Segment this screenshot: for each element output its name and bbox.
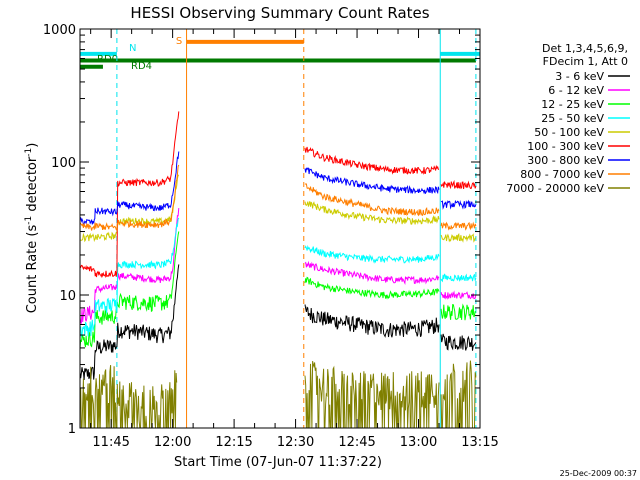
series-line (440, 360, 477, 429)
legend-label: 50 - 100 keV (534, 126, 604, 139)
y-axis-label: Count Rate (s-1 detector-1) (24, 143, 40, 314)
series-line (79, 111, 180, 279)
x-tick-label: 11:45 (92, 435, 129, 450)
legend: Det 1,3,4,5,6,9, FDecim 1, Att 0 3 - 6 k… (506, 42, 630, 195)
series-line (304, 167, 440, 195)
series-line (79, 264, 180, 381)
x-tick-label: 12:15 (215, 435, 252, 450)
chart-title: HESSI Observing Summary Count Rates (130, 4, 429, 22)
flag-label-n: N (129, 43, 136, 54)
x-tick-label: 13:15 (461, 435, 498, 450)
y-tick-label: 100 (51, 156, 76, 171)
series-layer (79, 111, 477, 429)
legend-header-line1: Det 1,3,4,5,6,9, (542, 42, 628, 55)
series-line (79, 217, 180, 338)
x-axis-label: Start Time (07-Jun-07 11:37:22) (174, 455, 382, 470)
y-axis: 1 10 100 1000 (43, 23, 480, 437)
series-line (440, 290, 477, 300)
x-tick-label: 13:00 (400, 435, 437, 450)
series-line (440, 273, 477, 283)
series-line (79, 208, 180, 324)
series-line (304, 304, 440, 338)
legend-header-line2: FDecim 1, Att 0 (543, 55, 628, 68)
series-line (79, 365, 178, 429)
series-line (304, 276, 440, 300)
series-line (304, 244, 440, 264)
y-tick-label: 1000 (43, 23, 76, 38)
x-axis: 11:45 12:00 12:15 12:30 12:45 13:00 13:15 (90, 29, 499, 450)
legend-label: 7000 - 20000 keV (506, 182, 604, 195)
series-line (304, 361, 440, 429)
legend-label: 3 - 6 keV (555, 70, 604, 83)
series-line (440, 233, 477, 243)
series-line (304, 201, 440, 225)
flag-label-s: S (176, 36, 182, 47)
legend-label: 300 - 800 keV (527, 154, 604, 167)
series-line (79, 231, 180, 349)
legend-label: 800 - 7000 keV (520, 168, 604, 181)
series-line (304, 146, 440, 175)
legend-label: 100 - 300 keV (527, 140, 604, 153)
flag-label-rd4: RD4 (131, 61, 152, 72)
render-timestamp: 25-Dec-2009 00:37 (560, 469, 637, 478)
series-line (79, 164, 180, 232)
legend-label: 12 - 25 keV (541, 98, 604, 111)
x-tick-label: 12:45 (338, 435, 375, 450)
y-tick-label: 1 (68, 422, 76, 437)
instrument-flags: N RD0 RD4 S (80, 36, 480, 72)
series-line (440, 179, 477, 190)
series-line (440, 221, 477, 231)
flag-label-rd0: RD0 (97, 54, 118, 65)
legend-label: 6 - 12 keV (548, 84, 604, 97)
series-line (304, 183, 440, 217)
series-line (440, 199, 477, 210)
series-line (440, 303, 476, 321)
series-line (304, 260, 440, 285)
x-tick-label: 12:30 (277, 435, 314, 450)
y-tick-label: 10 (59, 289, 76, 304)
mode-markers (116, 29, 477, 428)
series-line (440, 333, 477, 351)
legend-label: 25 - 50 keV (541, 112, 604, 125)
series-line (79, 151, 180, 225)
x-tick-label: 12:00 (154, 435, 191, 450)
plot-frame (79, 28, 481, 429)
